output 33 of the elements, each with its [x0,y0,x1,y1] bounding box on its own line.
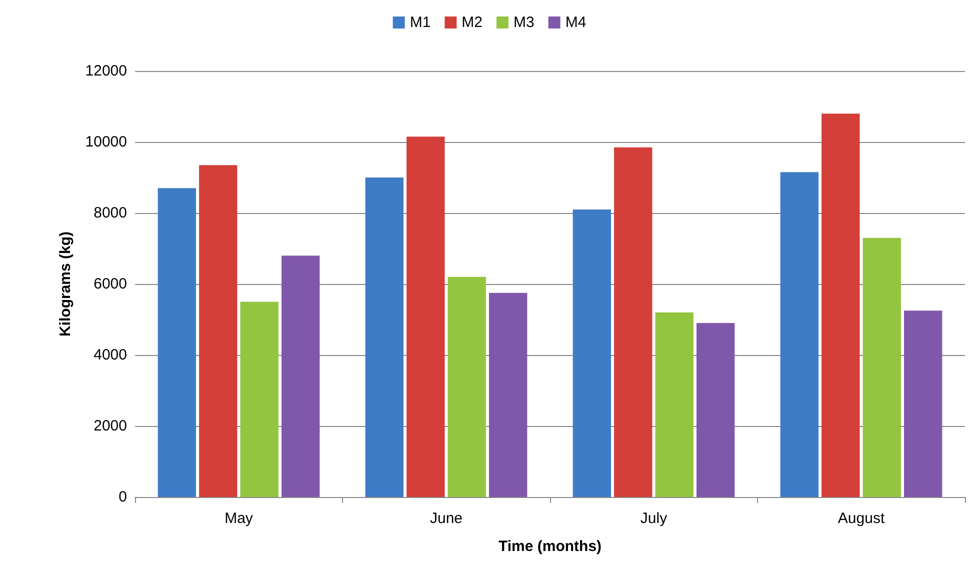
bar [448,276,486,497]
y-tick-label: 2000 [94,418,127,434]
bar [904,310,942,497]
bar [240,302,278,497]
bar [862,238,901,497]
bar [365,178,404,497]
y-tick-label: 10000 [85,134,127,150]
bar [199,165,238,497]
bar [572,209,611,497]
bar [489,292,528,497]
y-tick-label: 6000 [94,276,127,292]
y-axis-title: Kilograms (kg) [57,231,74,337]
y-tick-label: 4000 [94,346,127,364]
legend-label: M1 [410,14,431,31]
x-tick-label: June [430,510,463,527]
bar [696,323,735,497]
y-tick-label: 8000 [94,204,127,222]
y-tick-label: 0 [118,488,127,506]
legend-label: M3 [514,14,534,31]
x-axis-title: Time (months) [498,538,602,555]
bar [282,256,320,497]
y-tick-label: 12000 [85,62,127,80]
legend-label: M4 [565,14,586,31]
bar [822,114,860,497]
bar [406,136,445,497]
bar [780,172,818,497]
legend-label: M2 [462,14,483,31]
bar [655,312,694,497]
x-tick-label: July [640,510,668,527]
bar [158,188,196,497]
x-tick-label: August [838,510,886,527]
bar [614,147,652,497]
x-tick-label: May [224,510,254,527]
